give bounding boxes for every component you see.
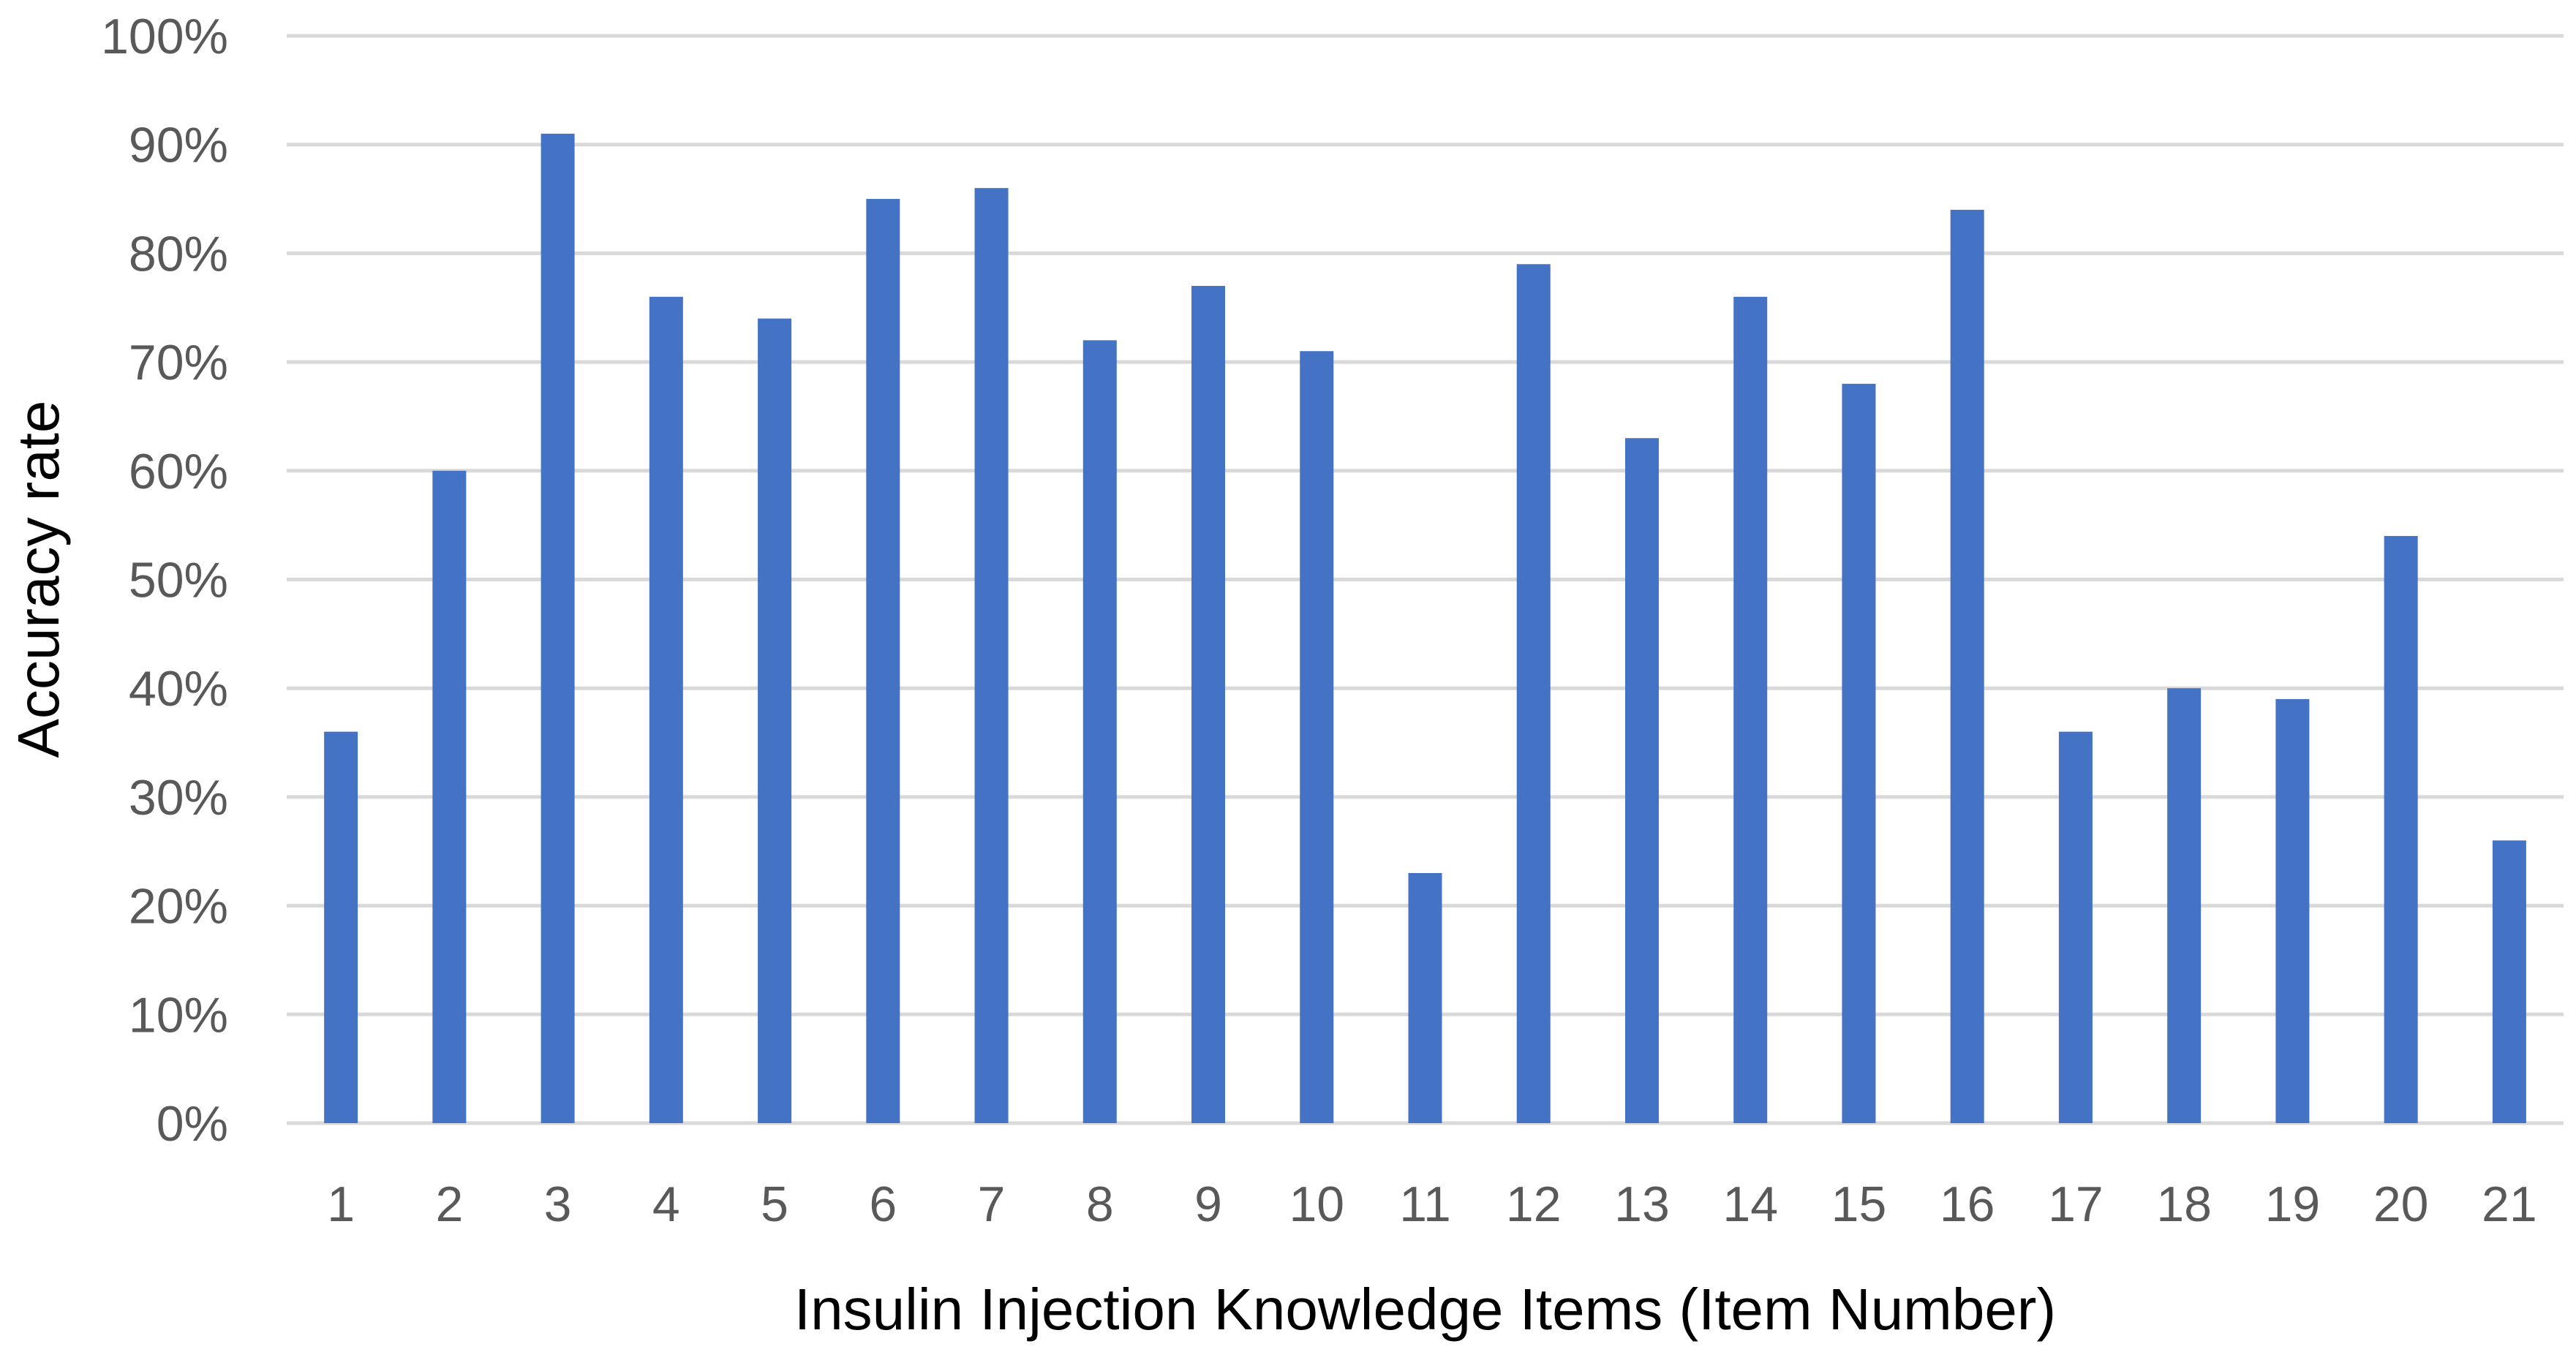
x-tick-label: 20 [2373, 1177, 2429, 1232]
x-tick-label: 19 [2265, 1177, 2321, 1232]
bar-item-4 [649, 296, 683, 1123]
x-axis-ticks: 1 2 3 4 5 6 7 8 9 10 11 12 13 14 15 16 17 18 19 20 21 [327, 1177, 2537, 1232]
y-tick-label: 70% [129, 335, 228, 390]
bar-item-8 [1082, 340, 1117, 1123]
x-tick-label: 10 [1289, 1177, 1344, 1232]
bar-item-6 [866, 199, 900, 1123]
x-tick-label: 7 [978, 1177, 1006, 1232]
bars [324, 133, 2526, 1124]
x-tick-label: 9 [1194, 1177, 1222, 1232]
x-tick-label: 8 [1086, 1177, 1114, 1232]
x-tick-label: 4 [652, 1177, 680, 1232]
x-tick-label: 18 [2156, 1177, 2212, 1232]
bar-item-19 [2275, 699, 2310, 1123]
bar-item-7 [974, 188, 1009, 1124]
bar-item-2 [432, 470, 467, 1123]
bar-item-15 [1842, 383, 1876, 1123]
bar-item-11 [1408, 872, 1442, 1123]
y-tick-label: 90% [129, 118, 228, 173]
bar-item-21 [2492, 840, 2526, 1123]
bar-item-13 [1624, 438, 1659, 1123]
x-tick-label: 21 [2482, 1177, 2537, 1232]
x-axis-title: Insulin Injection Knowledge Items (Item … [794, 1277, 2056, 1342]
y-axis-title: Accuracy rate [6, 400, 71, 758]
x-tick-label: 1 [327, 1177, 355, 1232]
bar-item-17 [2058, 731, 2093, 1123]
bar-item-14 [1733, 296, 1768, 1123]
y-tick-label: 10% [129, 987, 228, 1043]
y-tick-label: 0% [157, 1096, 228, 1152]
x-tick-label: 6 [869, 1177, 897, 1232]
x-tick-label: 16 [1940, 1177, 1995, 1232]
bar-item-9 [1191, 286, 1226, 1123]
bar-item-12 [1516, 264, 1551, 1123]
x-tick-label: 17 [2048, 1177, 2104, 1232]
x-tick-label: 3 [544, 1177, 572, 1232]
x-tick-label: 15 [1831, 1177, 1887, 1232]
bar-item-10 [1300, 351, 1334, 1124]
x-tick-label: 13 [1614, 1177, 1670, 1232]
bar-item-1 [324, 731, 358, 1123]
bar-item-16 [1950, 209, 1984, 1123]
x-tick-label: 14 [1722, 1177, 1778, 1232]
x-tick-label: 11 [1399, 1177, 1451, 1232]
y-axis-ticks: 0% 10% 20% 30% 40% 50% 60% 70% 80% 90% 100% [101, 9, 228, 1152]
bar-item-20 [2384, 536, 2418, 1123]
y-tick-label: 40% [129, 661, 228, 717]
y-tick-label: 80% [129, 226, 228, 282]
x-tick-label: 5 [761, 1177, 788, 1232]
y-tick-label: 30% [129, 770, 228, 826]
y-tick-label: 60% [129, 444, 228, 499]
bar-item-3 [541, 133, 575, 1124]
y-tick-label: 100% [101, 9, 228, 64]
bar-item-5 [758, 318, 792, 1123]
x-tick-label: 12 [1506, 1177, 1562, 1232]
bar-item-18 [2167, 688, 2202, 1123]
y-tick-label: 50% [129, 553, 228, 608]
y-tick-label: 20% [129, 879, 228, 934]
x-tick-label: 2 [435, 1177, 463, 1232]
